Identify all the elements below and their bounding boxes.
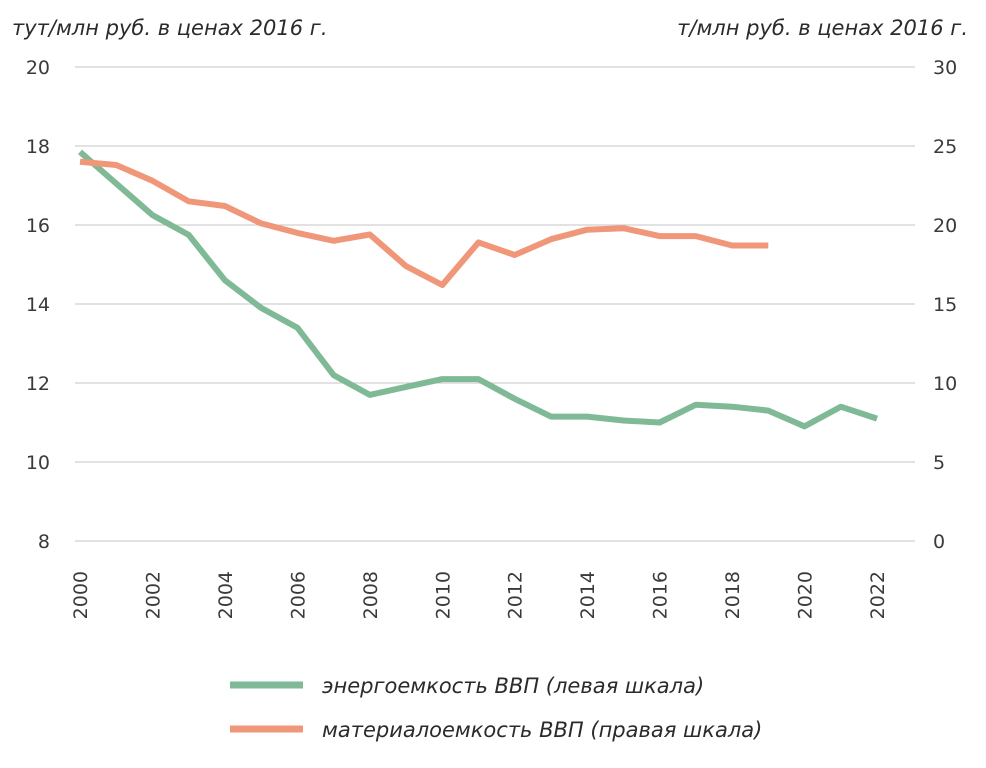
left-tick-label: 16 — [26, 215, 50, 237]
left-tick-label: 20 — [26, 57, 50, 79]
x-tick-label: 2004 — [215, 571, 237, 619]
x-tick-label: 2010 — [432, 571, 454, 619]
legend-label-energy: энергоемкость ВВП (левая шкала) — [322, 674, 704, 698]
left-axis-ticks: 20 18 16 14 12 10 8 — [26, 57, 50, 553]
series-line-energy — [78, 149, 878, 430]
right-tick-label: 0 — [933, 531, 945, 553]
gridlines — [75, 66, 915, 542]
x-tick-label: 2002 — [142, 571, 164, 619]
left-tick-label: 12 — [26, 373, 50, 395]
left-axis-label: тут/млн руб. в ценах 2016 г. — [12, 16, 328, 40]
right-tick-label: 5 — [933, 452, 945, 474]
left-tick-label: 8 — [38, 531, 50, 553]
series-line-material — [79, 158, 769, 288]
left-tick-label: 14 — [26, 294, 50, 316]
x-tick-label: 2006 — [287, 571, 309, 619]
x-tick-label: 2018 — [722, 571, 744, 619]
right-axis-label: т/млн руб. в ценах 2016 г. — [677, 16, 968, 40]
x-tick-label: 2020 — [795, 571, 817, 619]
right-tick-label: 20 — [933, 215, 957, 237]
series-lines — [78, 149, 878, 430]
right-tick-label: 25 — [933, 136, 957, 158]
x-tick-label: 2016 — [650, 571, 672, 619]
right-tick-label: 30 — [933, 57, 957, 79]
left-tick-label: 10 — [26, 452, 50, 474]
right-tick-label: 15 — [933, 294, 957, 316]
x-axis-ticks: 2000 2002 2004 2006 2008 2010 2012 2014 2016 2018… — [70, 571, 889, 619]
x-tick-label: 2014 — [577, 571, 599, 619]
x-tick-label: 2012 — [505, 571, 527, 619]
x-tick-label: 2008 — [360, 571, 382, 619]
x-tick-label: 2000 — [70, 571, 92, 619]
right-tick-label: 10 — [933, 373, 957, 395]
legend-label-material: материалоемкость ВВП (правая шкала) — [322, 718, 762, 742]
legend: энергоемкость ВВП (левая шкала) материал… — [230, 674, 762, 742]
right-axis-ticks: 30 25 20 15 10 5 0 — [933, 57, 957, 553]
left-tick-label: 18 — [26, 136, 50, 158]
x-tick-label: 2022 — [867, 571, 889, 619]
